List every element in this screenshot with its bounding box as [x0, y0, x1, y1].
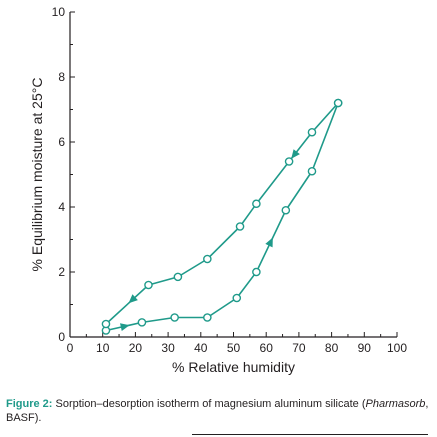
sorption-arrow	[265, 237, 273, 248]
desorption-point	[173, 272, 183, 282]
sorption-point	[137, 318, 147, 327]
x-axis-title: % Relative humidity	[172, 359, 295, 375]
x-tick-label: 50	[227, 341, 241, 355]
x-tick-label: 0	[67, 341, 74, 355]
figure-caption: Figure 2: Sorption–desorption isotherm o…	[6, 397, 434, 425]
desorption-point	[252, 199, 261, 209]
caption-product: Pharmasorb	[365, 398, 426, 410]
desorption-point	[235, 222, 245, 231]
sorption-point	[170, 313, 179, 322]
sorption-point	[307, 166, 317, 176]
desorption-point	[203, 254, 212, 264]
desorption-point	[284, 157, 294, 166]
y-tick-label: 8	[58, 70, 65, 84]
y-tick-label: 4	[58, 200, 65, 214]
x-tick-label: 70	[292, 341, 306, 355]
y-axis-title: % Equilibrium moisture at 25°C	[29, 78, 45, 272]
desorption-point	[144, 280, 153, 290]
x-tick-label: 90	[358, 341, 372, 355]
desorption-point	[307, 127, 317, 137]
sorption-arrow	[119, 323, 130, 332]
y-tick-label: 6	[58, 135, 65, 149]
desorption-curve	[105, 102, 339, 325]
sorption-point	[281, 205, 291, 215]
desorption-point	[101, 319, 111, 329]
x-tick-label: 80	[325, 341, 339, 355]
x-tick-label: 100	[387, 341, 407, 355]
x-tick-label: 60	[260, 341, 274, 355]
sorption-point	[232, 293, 242, 303]
caption-divider	[192, 434, 428, 435]
sorption-curve	[105, 102, 339, 332]
series-layer	[101, 98, 343, 335]
caption-label: Figure 2:	[6, 398, 53, 410]
sorption-point	[203, 313, 212, 322]
y-tick-label: 10	[52, 5, 66, 19]
desorption-point	[333, 98, 343, 108]
caption-text-after: , BASF).	[6, 398, 429, 424]
y-tick-label: 2	[58, 265, 65, 279]
x-tick-label: 30	[161, 341, 175, 355]
axes: 0 10 20 30 40 50 60 70 80 90 100 0 2 4 6 8 10	[52, 5, 408, 355]
y-tick-label: 0	[58, 330, 65, 344]
desorption-arrow	[291, 149, 300, 159]
x-tick-label: 10	[96, 341, 110, 355]
sorption-point	[252, 267, 261, 277]
caption-text-before: Sorption–desorption isotherm of magnesiu…	[52, 398, 366, 410]
x-tick-label: 20	[129, 341, 143, 355]
x-tick-label: 40	[194, 341, 208, 355]
desorption-arrow	[128, 294, 138, 304]
